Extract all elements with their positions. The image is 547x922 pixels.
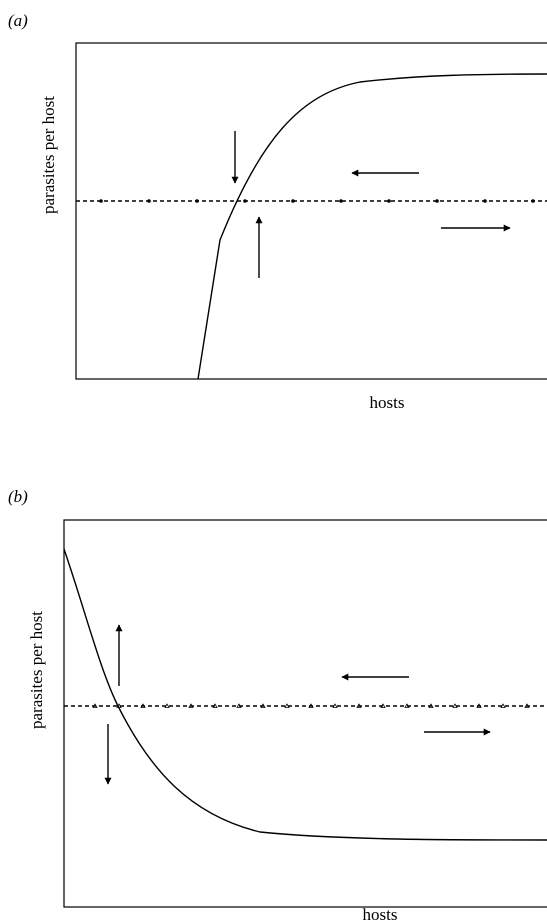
isocline-marker xyxy=(332,703,338,708)
panel-a-frame xyxy=(75,42,547,380)
isocline-marker xyxy=(212,703,218,708)
panel-b-label: (b) xyxy=(8,487,28,506)
isocline-marker xyxy=(92,703,98,708)
panel-b-frame xyxy=(63,519,547,908)
isocline-marker xyxy=(531,199,535,203)
panel-a: (a) parasites per host hosts xyxy=(8,11,547,412)
isocline-marker xyxy=(524,703,530,708)
isocline-marker xyxy=(404,703,410,708)
panel-a-isocline-markers xyxy=(99,199,535,203)
isocline-marker xyxy=(380,703,386,708)
panel-a-xlabel: hosts xyxy=(370,393,405,412)
isocline-marker xyxy=(356,703,362,708)
isocline-marker xyxy=(140,703,146,708)
isocline-marker xyxy=(435,199,439,203)
isocline-marker xyxy=(236,703,242,708)
isocline-marker xyxy=(195,199,199,203)
isocline-marker xyxy=(500,703,506,708)
isocline-marker xyxy=(291,199,295,203)
isocline-marker xyxy=(164,703,170,708)
panel-a-host-isocline-curve xyxy=(197,73,547,380)
panel-b-host-isocline-curve xyxy=(63,548,547,841)
isocline-marker xyxy=(308,703,314,708)
isocline-marker xyxy=(147,199,151,203)
isocline-marker xyxy=(339,199,343,203)
panel-b-xlabel: hosts xyxy=(363,905,398,922)
isocline-marker xyxy=(387,199,391,203)
isocline-marker xyxy=(260,703,266,708)
panel-a-ylabel: parasites per host xyxy=(39,96,58,214)
isocline-marker xyxy=(243,199,247,203)
isocline-marker xyxy=(452,703,458,708)
isocline-marker xyxy=(476,703,482,708)
isocline-marker xyxy=(483,199,487,203)
isocline-marker xyxy=(188,703,194,708)
panel-b-isocline-markers xyxy=(92,703,530,708)
panel-a-label: (a) xyxy=(8,11,28,30)
isocline-marker xyxy=(428,703,434,708)
isocline-marker xyxy=(284,703,290,708)
panel-b-ylabel: parasites per host xyxy=(27,611,46,729)
panel-b: (b) parasites per host hosts xyxy=(8,487,547,922)
isocline-marker xyxy=(99,199,103,203)
